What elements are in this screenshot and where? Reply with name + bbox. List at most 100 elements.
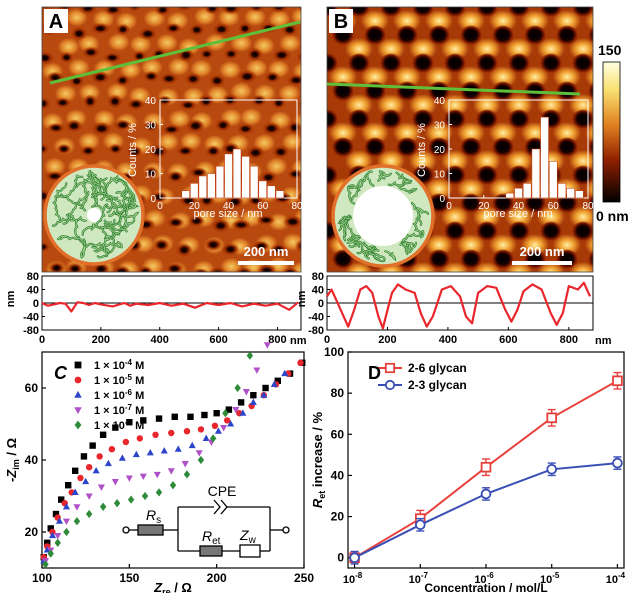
colorbar xyxy=(602,61,621,203)
panel-a-inset-ylabel: Counts / % xyxy=(127,123,139,177)
panel-c-point xyxy=(260,391,268,398)
insetB-bar xyxy=(514,187,523,199)
panel-c-point xyxy=(63,527,70,537)
panel-c-point xyxy=(44,539,51,546)
insetB-xtick: 40 xyxy=(513,201,525,212)
panel-c-point xyxy=(263,342,271,349)
insetB-bar xyxy=(575,190,584,199)
insetB-xtick: 0 xyxy=(446,201,452,212)
panel-c-point xyxy=(73,504,81,511)
panel-c-point xyxy=(153,471,161,479)
profB-xtick: 400 xyxy=(439,334,457,346)
panel-c-point xyxy=(250,392,257,399)
panel-b-inset-ylabel: Counts / % xyxy=(416,123,428,177)
panel-c-point xyxy=(211,422,219,429)
panel-c-legend-marker xyxy=(74,390,82,398)
panel-d-legend-marker xyxy=(384,362,396,374)
panel-c-point xyxy=(281,369,289,377)
panel-c-point xyxy=(127,495,135,504)
panel-c-point xyxy=(222,409,229,418)
insetA-xtick: 0 xyxy=(157,201,163,212)
colorbar-min-label: 0 nm xyxy=(596,208,629,224)
panel-c-point xyxy=(155,415,163,422)
panel-c-xtick: 200 xyxy=(207,571,227,585)
panel-c-point xyxy=(214,427,222,434)
panel-d-point xyxy=(546,463,558,475)
panel-b-pore-schematic xyxy=(331,164,435,268)
panel-c-point xyxy=(62,518,70,526)
panel-c-point xyxy=(65,482,72,489)
panel-c-point xyxy=(234,383,241,393)
circuit-cpe-label: CPE xyxy=(208,483,237,499)
panel-c-legend-marker xyxy=(74,407,82,415)
panel-c-point xyxy=(140,417,147,424)
panel-c-point xyxy=(181,461,189,468)
panel-a-letter-bg xyxy=(44,9,68,33)
insetA-bar xyxy=(241,156,250,199)
profile-x-unit: nm xyxy=(595,335,612,347)
insetA-ytick: 30 xyxy=(145,121,157,132)
profA-xtick: 400 xyxy=(151,334,169,346)
panel-c-xtick: 150 xyxy=(119,571,139,585)
panel-c-letter: C xyxy=(54,363,68,383)
insetB-bar xyxy=(566,187,575,199)
panel-c-point xyxy=(152,431,159,438)
panel-a-inset: 0 10 20 30 40 0 20 40 60 80 pore size / nm Counts… xyxy=(127,96,303,220)
colorbar-max-label: 150 xyxy=(598,42,622,58)
panel-c-point xyxy=(125,475,133,482)
profB-ytick: 80 xyxy=(312,271,324,283)
profB-xtick: 200 xyxy=(378,334,396,346)
panel-c-point xyxy=(112,424,119,431)
insetA-bar xyxy=(267,185,276,199)
panel-c-point xyxy=(80,453,88,460)
insetA-xtick: 60 xyxy=(257,201,269,212)
panel-a-scale-bar xyxy=(238,261,294,265)
panel-c-point xyxy=(197,426,205,433)
panel-c-point xyxy=(52,510,60,518)
panel-c-point xyxy=(195,450,203,457)
panel-c-point xyxy=(209,434,217,443)
insetA-xtick: 80 xyxy=(291,201,303,212)
panel-c-point xyxy=(146,448,154,456)
circuit-rs-label: Rs xyxy=(146,507,161,526)
insetB-xtick: 20 xyxy=(478,201,490,212)
panel-c-legend-label: 1 × 10-4 M xyxy=(94,358,144,372)
insetB-ytick: 10 xyxy=(434,170,446,181)
panel-a-letter: A xyxy=(49,11,63,33)
insetB-ytick: 0 xyxy=(439,194,445,205)
panel-c-point xyxy=(58,496,65,503)
insetA-ytick: 10 xyxy=(145,170,157,181)
panel-c-ytick: 40 xyxy=(25,453,39,467)
profA-xtick: 800 xyxy=(268,334,286,346)
panel-d-xtick: 10-8 xyxy=(343,571,363,586)
profA-ytick: -80 xyxy=(23,325,39,337)
panel-c-point xyxy=(96,453,103,460)
panel-c-point xyxy=(262,384,269,392)
panel-d-legend-label: 2-6 glycan xyxy=(408,361,467,375)
insetB-ytick: 30 xyxy=(434,121,446,132)
panel-c-point xyxy=(246,351,254,360)
insetB-xtick: 80 xyxy=(582,201,594,212)
panel-c-xlabel: Zre / Ω xyxy=(153,580,192,593)
panel-c-point xyxy=(168,429,175,437)
panel-c-ylabel: -Zim / Ω xyxy=(4,438,21,482)
panel-c-legend-marker xyxy=(74,361,82,369)
panel-c-point xyxy=(47,549,54,558)
equivalent-circuit xyxy=(122,499,290,558)
panel-d-xlabel: Concentration / mol/L xyxy=(424,581,547,593)
insetA-bar xyxy=(249,165,259,199)
panel-c-point xyxy=(167,468,175,475)
panel-b-letter: B xyxy=(334,11,348,33)
insetB-bar xyxy=(548,160,558,199)
profB-xtick: 0 xyxy=(324,334,330,346)
insetB-bar xyxy=(522,183,532,199)
profB-xtick: 800 xyxy=(560,334,578,346)
profA-ytick: -40 xyxy=(23,312,39,324)
panel-d-point xyxy=(414,519,426,531)
profA-ytick: 80 xyxy=(27,271,39,283)
panel-c-legend-marker xyxy=(74,420,82,430)
insetB-xtick: 60 xyxy=(548,201,560,212)
